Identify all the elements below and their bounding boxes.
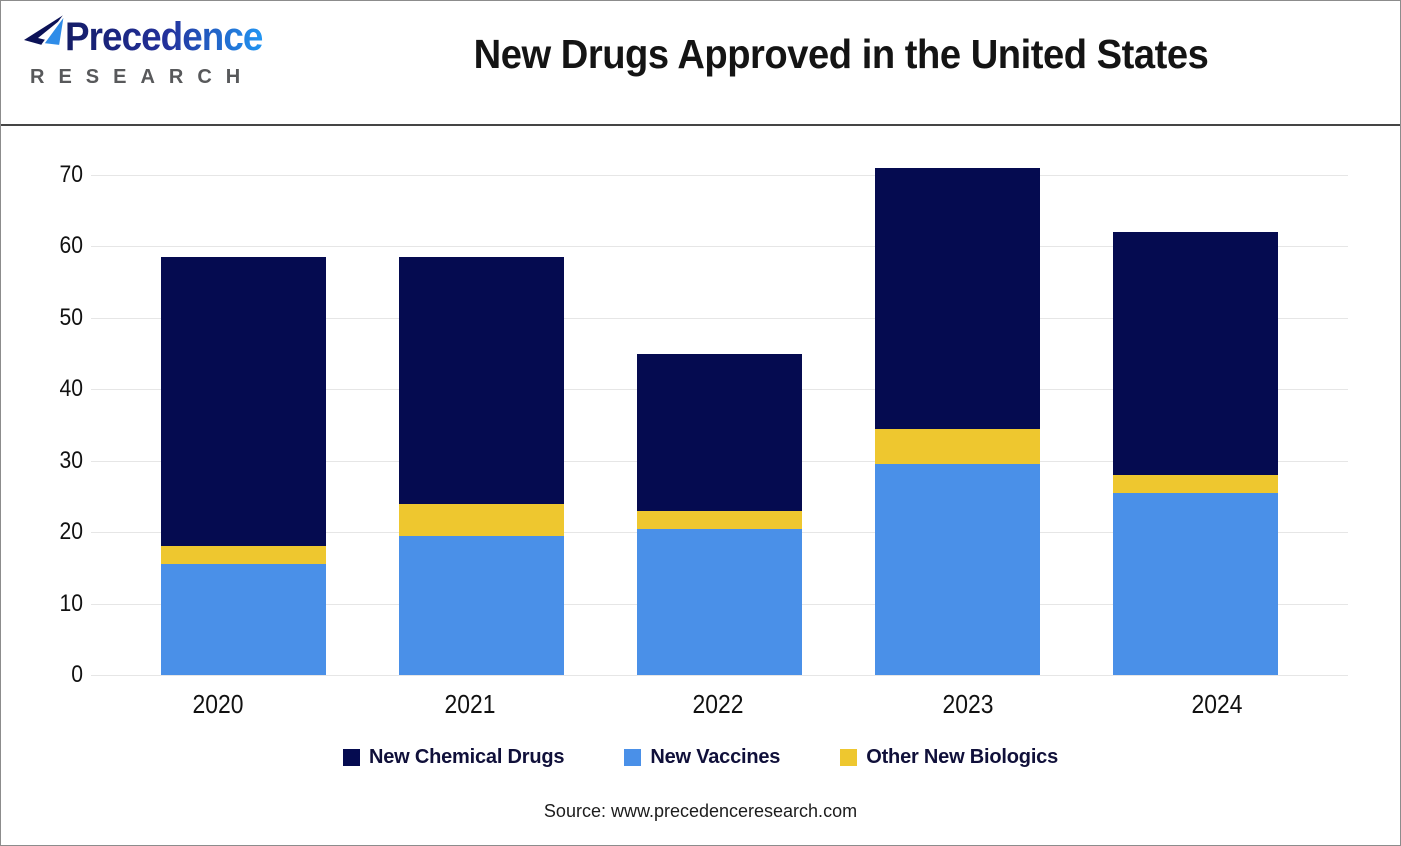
bar-segment [874, 167, 1040, 429]
y-tick-label: 70 [59, 161, 83, 188]
y-axis: 0 10 20 30 40 50 60 70 [1, 161, 83, 688]
chart-title: New Drugs Approved in the United States [473, 31, 1209, 77]
x-axis-label: 2024 [1191, 689, 1243, 719]
bar-segment [636, 353, 802, 511]
bar-2022 [636, 353, 802, 675]
bar-segment [160, 564, 326, 675]
gridline [91, 175, 1348, 176]
gridline [91, 317, 1348, 319]
header: Precedence RESEARCH New Drugs Approved i… [1, 1, 1400, 126]
bar-segment [1112, 492, 1278, 675]
bar-segment [1112, 232, 1278, 476]
bar-2024 [1112, 232, 1278, 675]
bar-segment [160, 546, 326, 565]
bar-segment [636, 528, 802, 675]
y-tick-label: 40 [59, 375, 83, 403]
plot-area [91, 167, 1348, 676]
legend-label: New Chemical Drugs [368, 746, 565, 768]
y-tick-label: 30 [59, 446, 83, 474]
bar-segment [398, 503, 564, 536]
bar-2020 [160, 257, 326, 675]
legend-label: Other New Biologics [866, 746, 1059, 768]
y-tick-label: 0 [71, 661, 83, 688]
legend-label: New Vaccines [650, 746, 781, 768]
bar-2021 [398, 257, 564, 675]
y-tick-label: 50 [59, 303, 83, 331]
bar-segment [636, 510, 802, 529]
legend-swatch [342, 749, 360, 766]
x-axis: 2020 2021 2022 2023 2024 [91, 689, 1348, 721]
y-tick-label: 10 [59, 589, 83, 617]
legend-item: New Chemical Drugs [342, 746, 565, 769]
legend-swatch [624, 749, 642, 766]
logo-subtitle-text: RESEARCH [30, 66, 255, 88]
source-attribution: Source: www.precedenceresearch.com [543, 801, 858, 821]
x-axis-label: 2022 [692, 689, 744, 719]
y-tick-label: 60 [59, 232, 83, 260]
bar-segment [874, 464, 1040, 675]
paper-plane-icon [24, 13, 66, 48]
x-axis-label: 2021 [444, 689, 496, 719]
logo-brand-text: Precedence [65, 11, 263, 63]
bar-segment [160, 257, 326, 547]
legend: New Chemical Drugs New Vaccines Other New … [1, 746, 1400, 769]
precedence-logo: Precedence RESEARCH [23, 11, 280, 89]
legend-item: New Vaccines [624, 746, 780, 769]
bar-2023 [874, 167, 1040, 675]
bar-segment [874, 428, 1040, 465]
x-axis-label: 2020 [192, 689, 244, 719]
x-axis-label: 2023 [942, 689, 994, 719]
bar-segment [1112, 475, 1278, 493]
y-tick-label: 20 [59, 518, 83, 546]
bar-segment [398, 257, 564, 504]
gridline [91, 675, 1348, 676]
gridline [91, 246, 1348, 248]
legend-swatch [840, 749, 858, 766]
bar-segment [398, 535, 564, 675]
legend-item: Other New Biologics [840, 746, 1058, 769]
